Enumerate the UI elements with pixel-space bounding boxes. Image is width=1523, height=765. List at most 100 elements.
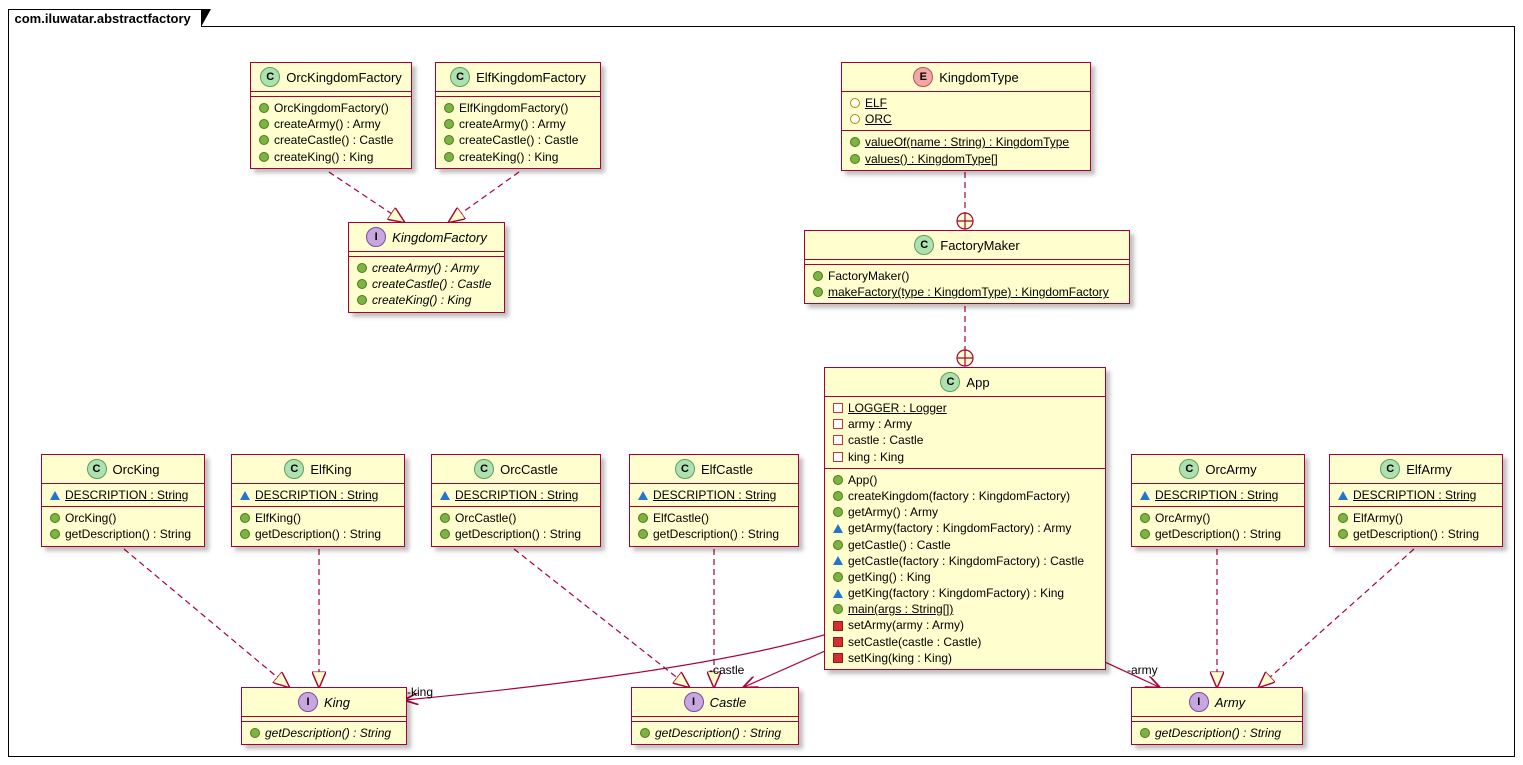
section: DESCRIPTION : String	[1132, 484, 1304, 507]
member: createCastle() : Castle	[259, 132, 403, 148]
member: ElfCastle()	[638, 510, 790, 526]
edge-label: -castle	[709, 663, 744, 677]
member-text: DESCRIPTION : String	[255, 487, 378, 503]
member: setArmy(army : Army)	[833, 617, 1097, 633]
class-header: IKingdomFactory	[349, 223, 504, 252]
class-header: C ElfKing	[232, 455, 404, 484]
section: getDescription() : String	[1132, 722, 1302, 744]
section: OrcKing()getDescription() : String	[42, 507, 204, 545]
class-header: C OrcKing	[42, 455, 204, 484]
stereotype-badge: C	[260, 67, 280, 87]
member-text: ELF	[865, 95, 887, 111]
member-text: createKingdom(factory : KingdomFactory)	[848, 488, 1070, 504]
section: ElfCastle()getDescription() : String	[630, 507, 798, 545]
member-text: getDescription() : String	[1155, 725, 1281, 741]
member: createKing() : King	[357, 292, 496, 308]
member: getDescription() : String	[1338, 526, 1494, 542]
class-header: COrcKingdomFactory	[251, 63, 411, 92]
member: DESCRIPTION : String	[240, 487, 396, 503]
member: main(args : String[])	[833, 601, 1097, 617]
class-header: CFactoryMaker	[805, 231, 1129, 260]
member-text: getCastle() : Castle	[848, 537, 951, 553]
stereotype-badge: C	[940, 372, 960, 392]
member: createArmy() : Army	[259, 116, 403, 132]
member-text: getDescription() : String	[255, 526, 381, 542]
member: FactoryMaker()	[813, 268, 1121, 284]
member: createKing() : King	[444, 149, 592, 165]
package-frame: com.iluwatar.abstractfactory COrcKingdom…	[8, 26, 1515, 757]
section: LOGGER : Loggerarmy : Armycastle : Castl…	[825, 397, 1105, 469]
section: OrcCastle()getDescription() : String	[432, 507, 600, 545]
member-text: castle : Castle	[848, 432, 923, 448]
member: getArmy() : Army	[833, 504, 1097, 520]
member-text: values() : KingdomType[]	[865, 151, 998, 167]
member-text: createKing() : King	[274, 149, 373, 165]
member-text: OrcKing()	[65, 510, 116, 526]
edge-label: -army	[1127, 663, 1158, 677]
stereotype-badge: C	[675, 459, 695, 479]
class-header: CElfArmy	[1330, 455, 1502, 484]
stereotype-badge: C	[284, 459, 304, 479]
stereotype-badge: C	[87, 459, 107, 479]
edge-label: -king	[407, 685, 433, 699]
member-text: army : Army	[848, 416, 912, 432]
member-text: getDescription() : String	[265, 725, 391, 741]
member: getDescription() : String	[240, 526, 396, 542]
class-name: FactoryMaker	[940, 238, 1019, 253]
class-Army: IArmygetDescription() : String	[1131, 687, 1303, 745]
member-text: DESCRIPTION : String	[653, 487, 776, 503]
section: valueOf(name : String) : KingdomTypevalu…	[842, 131, 1090, 169]
class-name: OrcCastle	[500, 462, 558, 477]
member: ORC	[850, 111, 1082, 127]
class-name: OrcArmy	[1205, 462, 1256, 477]
member: ELF	[850, 95, 1082, 111]
class-KingdomType: EKingdomTypeELFORCvalueOf(name : String)…	[841, 62, 1091, 171]
member-text: DESCRIPTION : String	[455, 487, 578, 503]
section: ELFORC	[842, 92, 1090, 131]
stereotype-badge: I	[298, 692, 318, 712]
member-text: ElfCastle()	[653, 510, 709, 526]
section: DESCRIPTION : String	[432, 484, 600, 507]
class-name: Army	[1215, 695, 1245, 710]
class-OrcKingdomFactory: COrcKingdomFactory OrcKingdomFactory()cre…	[250, 62, 412, 169]
member: createCastle() : Castle	[444, 132, 592, 148]
class-ElfCastle: C ElfCastle DESCRIPTION : String ElfCastle(…	[629, 454, 799, 547]
member-text: ElfKingdomFactory()	[459, 100, 568, 116]
class-ElfKing: CElfKingDESCRIPTION : StringElfKing()get…	[231, 454, 405, 547]
section: DESCRIPTION : String	[42, 484, 204, 507]
member-text: main(args : String[])	[848, 601, 953, 617]
class-name: OrcKing	[113, 462, 160, 477]
section: getDescription() : String	[632, 722, 798, 744]
member-text: setArmy(army : Army)	[848, 617, 964, 633]
member-text: ORC	[865, 111, 892, 127]
member-text: createKing() : King	[459, 149, 558, 165]
member-text: DESCRIPTION : String	[65, 487, 188, 503]
class-name: ElfCastle	[701, 462, 753, 477]
section: OrcKingdomFactory()createArmy() : Armycr…	[251, 97, 411, 168]
stereotype-badge: I	[366, 227, 386, 247]
member: createKingdom(factory : KingdomFactory)	[833, 488, 1097, 504]
member: getDescription() : String	[50, 526, 196, 542]
member-text: getKing(factory : KingdomFactory) : King	[848, 585, 1064, 601]
class-KingdomFactory: IKingdomFactory createArmy() : Army create…	[348, 222, 505, 313]
member: setCastle(castle : Castle)	[833, 634, 1097, 650]
section: OrcArmy()getDescription() : String	[1132, 507, 1304, 545]
member: setKing(king : King)	[833, 650, 1097, 666]
member: OrcCastle()	[440, 510, 592, 526]
member: DESCRIPTION : String	[1140, 487, 1296, 503]
class-header: CElfKingdomFactory	[436, 63, 600, 92]
stereotype-badge: C	[1380, 459, 1400, 479]
member-text: FactoryMaker()	[828, 268, 909, 284]
class-name: ElfKing	[310, 462, 351, 477]
class-header: EKingdomType	[842, 63, 1090, 92]
class-OrcArmy: COrcArmyDESCRIPTION : StringOrcArmy()get…	[1131, 454, 1305, 547]
member-text: DESCRIPTION : String	[1155, 487, 1278, 503]
section: DESCRIPTION : String	[630, 484, 798, 507]
member-text: getArmy() : Army	[848, 504, 938, 520]
class-header: IKing	[242, 688, 406, 717]
class-header: ICastle	[632, 688, 798, 717]
class-name: Castle	[710, 695, 747, 710]
member-text: createArmy() : Army	[372, 260, 479, 276]
member-text: OrcCastle()	[455, 510, 516, 526]
class-ElfArmy: CElfArmyDESCRIPTION : StringElfArmy()get…	[1329, 454, 1503, 547]
